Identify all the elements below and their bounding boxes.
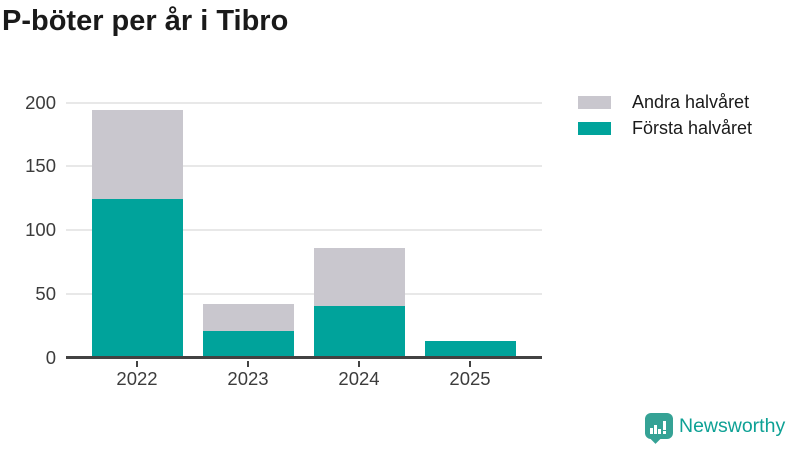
exclamation-icon: [663, 421, 666, 434]
y-axis-label: 150: [25, 155, 56, 177]
gridline-50: [66, 292, 542, 295]
legend: Andra halvåret Första halvåret: [578, 92, 753, 138]
x-axis-label: 2023: [227, 368, 269, 389]
legend-item: Första halvåret: [578, 118, 753, 138]
gridline-100: [66, 229, 542, 231]
y-axis-label: 0: [45, 346, 56, 368]
bar-segment-andra-halvåret: [202, 303, 294, 331]
bar-segment-första-halvåret: [313, 306, 405, 356]
x-axis-label: 2022: [116, 368, 158, 389]
bar-stack-2023: [202, 303, 294, 356]
x-axis-tick: [358, 360, 360, 367]
legend-swatch: [578, 122, 611, 135]
bar-segment-andra-halvåret: [91, 109, 183, 200]
newsworthy-logo: Newsworthy: [645, 413, 786, 444]
bar-segment-andra-halvåret: [313, 247, 405, 307]
bar-stack-2025: [424, 340, 516, 356]
gridline-200: [66, 101, 542, 104]
bar-stack-2024: [313, 247, 405, 356]
mini-bar-chart-icon: [650, 421, 666, 434]
x-axis-line: [66, 356, 542, 359]
bar-stack-2022: [91, 109, 183, 356]
logo-text: Newsworthy: [679, 414, 786, 437]
x-axis-tick: [247, 360, 249, 367]
chart-plot: [66, 101, 542, 359]
bar-segment-första-halvåret: [91, 199, 183, 356]
x-axis-label: 2025: [449, 368, 491, 389]
page-title: P-böter per år i Tibro: [2, 5, 289, 37]
legend-swatch: [578, 96, 611, 109]
bar-segment-första-halvåret: [424, 340, 516, 356]
x-axis-tick: [136, 360, 138, 367]
legend-item: Andra halvåret: [578, 92, 752, 112]
bar-segment-första-halvåret: [202, 330, 294, 356]
x-axis-label: 2024: [338, 368, 380, 389]
legend-label: Andra halvåret: [632, 92, 750, 112]
y-axis-label: 50: [35, 282, 56, 304]
gridline-150: [66, 165, 542, 168]
legend-label: Första halvåret: [632, 118, 753, 138]
y-axis-label: 200: [25, 91, 56, 113]
y-axis-label: 100: [25, 219, 56, 240]
x-axis-tick: [469, 360, 471, 367]
newsworthy-icon: [645, 413, 673, 444]
